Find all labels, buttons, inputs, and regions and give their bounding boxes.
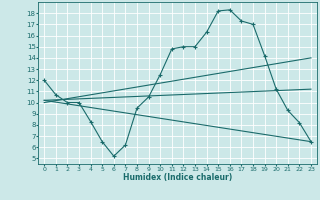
X-axis label: Humidex (Indice chaleur): Humidex (Indice chaleur) bbox=[123, 173, 232, 182]
